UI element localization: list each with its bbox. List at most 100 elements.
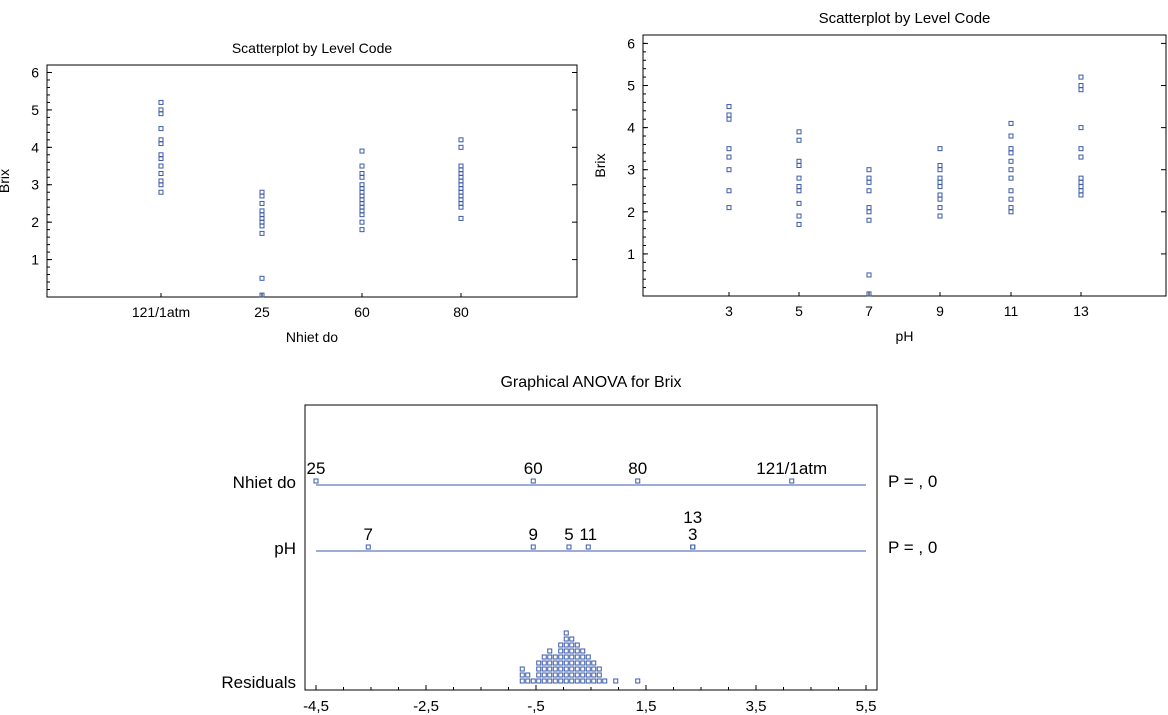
p-value-label: P = , 0: [888, 538, 937, 557]
x-tick-label: 60: [354, 304, 370, 320]
y-tick-label: 3: [31, 177, 39, 193]
residual-point: [569, 660, 575, 666]
level-marker: [690, 544, 696, 550]
residual-point: [547, 648, 553, 654]
data-point: [866, 272, 872, 278]
residual-point: [563, 648, 569, 654]
data-point: [726, 154, 732, 160]
data-point: [1078, 87, 1084, 93]
residual-point: [541, 654, 547, 660]
data-point: [359, 174, 365, 180]
residual-point: [574, 648, 580, 654]
x-tick-label: 9: [936, 303, 944, 319]
data-point: [866, 175, 872, 181]
residual-point: [574, 642, 580, 648]
data-point: [866, 179, 872, 185]
residual-point: [563, 678, 569, 684]
data-point: [1078, 179, 1084, 185]
x-tick-label: -2,5: [413, 698, 439, 715]
residual-point: [536, 678, 542, 684]
data-point: [158, 156, 164, 162]
data-point: [937, 184, 943, 190]
data-point: [259, 223, 265, 229]
data-point: [1008, 175, 1014, 181]
residual-point: [558, 642, 564, 648]
data-point: [726, 104, 732, 110]
residual-point: [569, 642, 575, 648]
residual-point: [558, 672, 564, 678]
residual-point: [558, 648, 564, 654]
residual-point: [563, 642, 569, 648]
y-tick-label: 1: [627, 246, 635, 262]
data-point: [796, 200, 802, 206]
data-point: [866, 188, 872, 194]
level-label: 121/1atm: [756, 459, 827, 478]
residual-point: [525, 672, 531, 678]
factor-label: Residuals: [221, 673, 296, 692]
residual-point: [525, 678, 531, 684]
data-point: [796, 129, 802, 135]
residual-point: [569, 678, 575, 684]
residual-point: [563, 672, 569, 678]
data-point: [158, 141, 164, 147]
data-point: [158, 99, 164, 105]
residual-point: [591, 678, 597, 684]
data-point: [796, 175, 802, 181]
residual-point: [536, 672, 542, 678]
data-point: [158, 111, 164, 117]
residual-point: [613, 678, 619, 684]
residual-point: [569, 672, 575, 678]
data-point: [359, 212, 365, 218]
level-marker: [566, 544, 572, 550]
y-tick-label: 6: [31, 64, 39, 80]
data-point: [1008, 196, 1014, 202]
residual-point: [596, 678, 602, 684]
x-tick-label: 3: [725, 303, 733, 319]
y-tick-label: 4: [31, 139, 39, 155]
residual-point: [552, 666, 558, 672]
residual-point: [541, 678, 547, 684]
data-point: [1078, 146, 1084, 152]
residual-point: [574, 666, 580, 672]
level-label: 3: [688, 525, 697, 544]
data-point: [726, 112, 732, 118]
y-axis-label: Brix: [0, 169, 12, 193]
residual-point: [585, 654, 591, 660]
data-point: [1008, 146, 1014, 152]
data-point: [259, 200, 265, 206]
y-tick-label: 5: [627, 78, 635, 94]
data-point: [1008, 158, 1014, 164]
residual-point: [541, 672, 547, 678]
level-label: 80: [628, 459, 647, 478]
level-marker: [635, 478, 641, 484]
data-point: [158, 163, 164, 169]
residual-point: [580, 666, 586, 672]
data-point: [726, 146, 732, 152]
x-tick-label: 25: [254, 304, 270, 320]
residual-point: [569, 648, 575, 654]
chart-title: Scatterplot by Level Code: [819, 10, 991, 27]
residual-point: [541, 660, 547, 666]
data-point: [937, 196, 943, 202]
scatter-panel-1: [642, 34, 1167, 297]
level-label: 11: [579, 525, 597, 544]
data-point: [937, 192, 943, 198]
x-tick-label: 5,5: [856, 698, 877, 715]
y-axis-label: Brix: [592, 153, 608, 177]
data-point: [259, 275, 265, 281]
residual-point: [519, 678, 525, 684]
data-point: [796, 213, 802, 219]
residual-point: [547, 666, 553, 672]
residual-point: [536, 666, 542, 672]
data-point: [937, 205, 943, 211]
chart-title: Graphical ANOVA for Brix: [500, 374, 681, 391]
residual-point: [635, 678, 641, 684]
chart-title: Scatterplot by Level Code: [232, 40, 393, 56]
data-point: [1008, 209, 1014, 215]
data-point: [359, 219, 365, 225]
residual-point: [563, 654, 569, 660]
data-point: [359, 163, 365, 169]
residual-point: [585, 666, 591, 672]
level-marker: [530, 544, 536, 550]
residual-point: [558, 660, 564, 666]
